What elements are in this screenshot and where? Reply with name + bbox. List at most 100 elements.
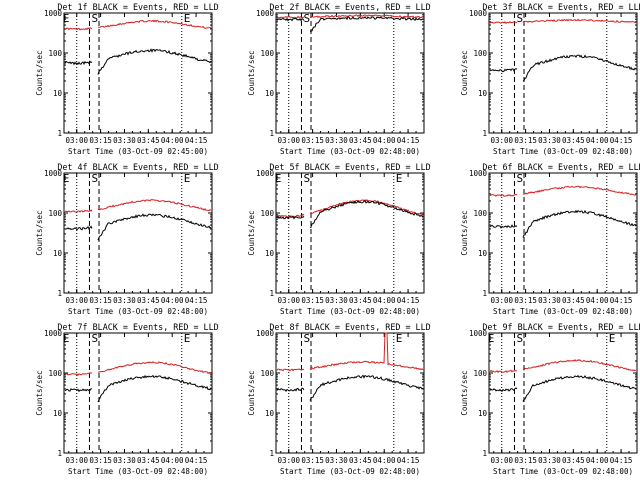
x-tick-label: 03:00 xyxy=(490,296,513,305)
y-tick-label: 1000 xyxy=(44,329,63,338)
events-series-line xyxy=(489,54,637,82)
lld-series-line xyxy=(64,199,212,213)
x-tick-label: 03:15 xyxy=(89,136,112,145)
lld-series-line xyxy=(489,18,637,25)
x-tick-label: 03:45 xyxy=(562,136,585,145)
x-tick-label: 03:45 xyxy=(349,296,372,305)
x-tick-label: 03:45 xyxy=(562,296,585,305)
marker-letter: S xyxy=(91,12,98,25)
chart-title: Det 8f BLACK = Events, RED = LLD xyxy=(269,322,430,332)
x-tick-label: 03:30 xyxy=(113,136,136,145)
x-tick-label: 03:45 xyxy=(562,456,585,465)
x-tick-label: 03:00 xyxy=(490,456,513,465)
x-tick-label: 03:00 xyxy=(277,456,300,465)
y-axis-label: Counts/sec xyxy=(460,210,469,255)
lld-series-line xyxy=(276,332,424,372)
x-tick-label: 03:45 xyxy=(137,136,160,145)
y-tick-label: 1000 xyxy=(469,169,488,178)
x-tick-label: 03:15 xyxy=(89,456,112,465)
plot-frame xyxy=(63,12,213,134)
y-axis-label: Counts/sec xyxy=(247,210,256,255)
marker-letter: E xyxy=(63,332,70,345)
x-tick-label: 03:30 xyxy=(538,136,561,145)
x-tick-label: 04:15 xyxy=(610,296,633,305)
chart-panel-3: Det 3f BLACK = Events, RED = LLD 1 10 100 10… xyxy=(460,2,640,156)
x-tick-label: 04:15 xyxy=(185,456,208,465)
x-tick-label: 03:15 xyxy=(514,296,537,305)
y-tick-label: 10 xyxy=(265,89,275,98)
x-tick-label: 03:15 xyxy=(514,456,537,465)
y-tick-label: 10 xyxy=(478,89,488,98)
x-tick-label: 04:15 xyxy=(397,456,420,465)
y-tick-label: 100 xyxy=(260,49,274,58)
chart-panel-1: Det 1f BLACK = Events, RED = LLD 1 10 100 10… xyxy=(35,2,219,156)
events-series-line xyxy=(64,48,212,75)
chart-panel-7: Det 7f BLACK = Events, RED = LLD 1 10 100 10… xyxy=(35,322,219,476)
lld-series-line xyxy=(489,359,637,374)
marker-letter: S xyxy=(516,12,523,25)
y-tick-label: 1 xyxy=(482,289,487,298)
marker-letter: E xyxy=(396,332,403,345)
marker-letter: S xyxy=(303,12,310,25)
events-series-line xyxy=(64,213,212,241)
x-tick-label: 04:00 xyxy=(586,296,609,305)
marker-letter: E xyxy=(396,172,403,185)
y-tick-label: 1000 xyxy=(256,169,275,178)
plot-frame xyxy=(63,332,213,454)
chart-title: Det 4f BLACK = Events, RED = LLD xyxy=(57,162,218,172)
marker-letter: S xyxy=(91,172,98,185)
x-tick-label: 03:00 xyxy=(65,456,88,465)
x-axis-label: Start Time (03-Oct-09 02:48:00) xyxy=(280,467,420,476)
x-tick-label: 04:15 xyxy=(610,456,633,465)
y-tick-label: 1000 xyxy=(44,9,63,18)
x-tick-label: 04:00 xyxy=(373,456,396,465)
y-tick-label: 1 xyxy=(269,449,274,458)
marker-letter: E xyxy=(184,332,191,345)
y-tick-label: 1000 xyxy=(256,9,275,18)
y-tick-label: 100 xyxy=(473,369,487,378)
x-tick-label: 04:00 xyxy=(373,136,396,145)
marker-letter: E xyxy=(184,172,191,185)
plot-frame xyxy=(275,172,425,294)
y-tick-label: 1000 xyxy=(44,169,63,178)
y-tick-label: 1000 xyxy=(469,329,488,338)
x-tick-label: 03:15 xyxy=(89,296,112,305)
x-tick-label: 03:15 xyxy=(301,456,324,465)
x-tick-label: 03:00 xyxy=(277,136,300,145)
plot-frame xyxy=(275,332,425,454)
y-tick-label: 100 xyxy=(48,49,62,58)
x-tick-label: 03:15 xyxy=(514,136,537,145)
events-series-line xyxy=(64,374,212,403)
y-axis-label: Counts/sec xyxy=(35,370,44,415)
plot-frame xyxy=(275,12,425,134)
marker-letter: E xyxy=(609,332,616,345)
x-axis-label: Start Time (03-Oct-09 02:48:00) xyxy=(493,307,633,316)
x-tick-label: 03:00 xyxy=(65,136,88,145)
x-tick-label: 04:15 xyxy=(397,136,420,145)
y-tick-label: 10 xyxy=(265,409,275,418)
x-tick-label: 04:00 xyxy=(161,296,184,305)
marker-letter: S xyxy=(516,332,523,345)
y-tick-label: 100 xyxy=(260,209,274,218)
y-tick-label: 10 xyxy=(478,249,488,258)
events-series-line xyxy=(276,374,424,401)
x-tick-label: 03:45 xyxy=(137,456,160,465)
y-axis-label: Counts/sec xyxy=(247,370,256,415)
chart-panel-6: Det 6f BLACK = Events, RED = LLD 1 10 100 10… xyxy=(460,162,640,316)
y-axis-label: Counts/sec xyxy=(247,50,256,95)
x-axis-label: Start Time (03-Oct-09 02:48:00) xyxy=(68,467,208,476)
x-tick-label: 04:15 xyxy=(185,136,208,145)
x-axis-label: Start Time (03-Oct-09 02:48:00) xyxy=(280,147,420,156)
x-axis-label: Start Time (03-Oct-09 02:45:00) xyxy=(68,147,208,156)
x-tick-label: 03:45 xyxy=(137,296,160,305)
y-tick-label: 1 xyxy=(269,289,274,298)
x-axis-label: Start Time (03-Oct-09 02:48:00) xyxy=(493,147,633,156)
chart-panel-4: Det 4f BLACK = Events, RED = LLD 1 10 100 10… xyxy=(35,162,219,316)
marker-letter: E xyxy=(488,332,495,345)
y-tick-label: 10 xyxy=(53,249,63,258)
x-axis-label: Start Time (03-Oct-09 02:48:00) xyxy=(280,307,420,316)
x-tick-label: 03:00 xyxy=(65,296,88,305)
chart-panel-5: Det 5f BLACK = Events, RED = LLD 1 10 100 10… xyxy=(247,162,431,316)
x-tick-label: 04:00 xyxy=(161,136,184,145)
